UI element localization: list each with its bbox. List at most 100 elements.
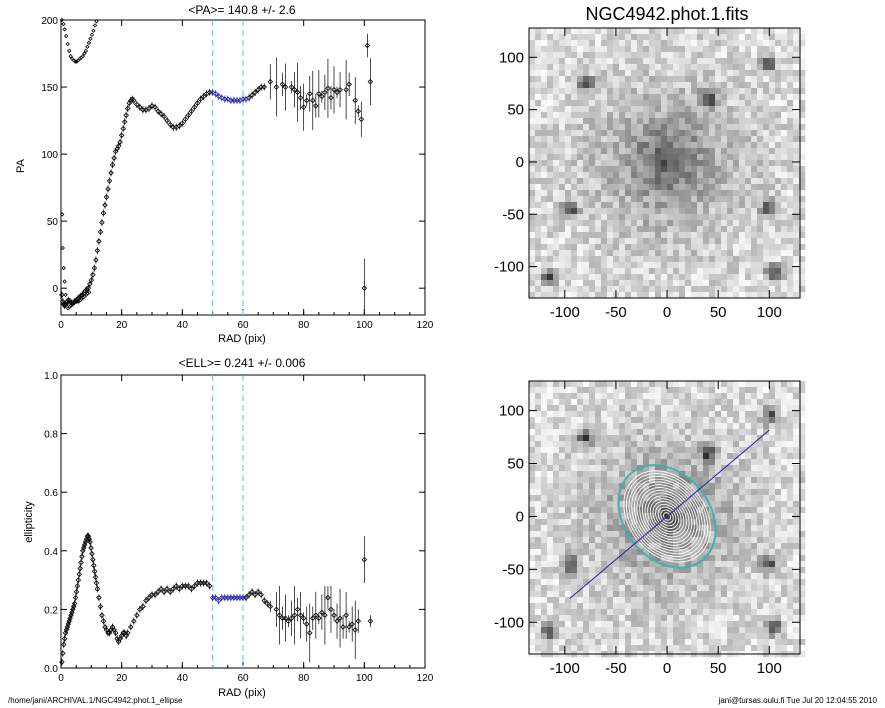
img2-pixel	[751, 597, 758, 604]
img1-pixel	[625, 184, 632, 191]
img2-pixel	[739, 387, 746, 394]
img2-pixel	[709, 633, 716, 640]
img2-pixel	[793, 633, 800, 640]
img1-pixel	[667, 136, 674, 143]
img2-pixel	[589, 603, 596, 610]
img1-pixel	[559, 244, 566, 251]
img2-pixel	[715, 585, 722, 592]
img2-pixel	[655, 411, 662, 418]
img2-pixel	[781, 573, 788, 580]
img1-pixel	[763, 214, 770, 221]
img2-pixel	[697, 417, 704, 424]
img1-pixel	[679, 100, 686, 107]
pa-point	[62, 27, 67, 32]
img1-pixel	[739, 292, 746, 299]
pa-point	[100, 210, 107, 216]
img1-pixel	[685, 154, 692, 161]
img2-pixel	[559, 489, 566, 496]
img1-pixel	[775, 76, 782, 83]
img1-pixel	[583, 238, 590, 245]
img1-pixel	[721, 226, 728, 233]
img1-pixel	[529, 214, 536, 221]
img1-pixel	[601, 34, 608, 41]
img1-pixel	[781, 40, 788, 47]
img2-pixel	[547, 573, 554, 580]
img2-pixel	[565, 423, 572, 430]
img1-pixel	[565, 214, 572, 221]
pa-point	[219, 95, 225, 101]
img2-pixel	[709, 645, 716, 652]
img2-pixel	[739, 489, 746, 496]
img2-pixel	[547, 513, 554, 520]
img1-pixel	[547, 256, 554, 263]
img1-pixel	[733, 148, 740, 155]
img1-pixel	[691, 58, 698, 65]
img2-pixel	[595, 393, 602, 400]
img2-pixel	[607, 399, 614, 406]
img1-pixel	[637, 76, 644, 83]
img2-pixel	[745, 405, 752, 412]
img1-pixel	[757, 274, 764, 281]
img1-pixel	[577, 262, 584, 269]
ell-point	[191, 583, 198, 589]
img2-pixel	[655, 573, 662, 580]
img2-pixel	[721, 561, 728, 568]
img2-pixel	[763, 549, 770, 556]
img1-pixel	[529, 160, 536, 167]
ell-x-tick-label: 60	[237, 673, 249, 684]
img2-pixel	[595, 543, 602, 550]
img2-pixel	[577, 615, 584, 622]
img2-pixel	[547, 561, 554, 568]
img2-pixel	[775, 417, 782, 424]
img1-pixel	[619, 154, 626, 161]
img1-pixel	[673, 166, 680, 173]
img1-pixel	[577, 268, 584, 275]
img1-pixel	[625, 214, 632, 221]
img2-pixel	[631, 435, 638, 442]
img2-pixel	[529, 537, 536, 544]
img2-pixel	[793, 507, 800, 514]
img2-pixel	[727, 603, 734, 610]
img2-pixel	[745, 495, 752, 502]
img2-pixel	[637, 417, 644, 424]
img1-pixel	[757, 88, 764, 95]
img2-pixel	[667, 447, 674, 454]
img1-pixel	[601, 166, 608, 173]
img1-pixel	[655, 178, 662, 185]
img1-pixel	[757, 202, 764, 209]
img2-pixel	[697, 513, 704, 520]
img2-pixel	[769, 393, 776, 400]
img1-pixel	[685, 58, 692, 65]
img2-pixel	[787, 591, 794, 598]
img1-pixel	[577, 34, 584, 41]
img2-pixel	[643, 417, 650, 424]
img2-pixel	[721, 555, 728, 562]
img1-pixel	[655, 40, 662, 47]
img1-pixel	[793, 292, 800, 299]
img2-pixel	[751, 447, 758, 454]
img2-pixel	[583, 465, 590, 472]
img1-pixel	[559, 34, 566, 41]
ell-point	[131, 618, 137, 624]
img1-pixel	[529, 262, 536, 269]
img1-pixel	[739, 160, 746, 167]
img1-pixel	[781, 160, 788, 167]
img1-pixel	[643, 58, 650, 65]
img1-pixel	[643, 124, 650, 131]
img2-pixel	[685, 423, 692, 430]
img2-pixel	[727, 579, 734, 586]
img1-pixel	[733, 76, 740, 83]
img2-pixel	[619, 621, 626, 628]
img1-pixel	[571, 262, 578, 269]
img1-pixel	[679, 268, 686, 275]
img1-pixel	[793, 208, 800, 215]
img1-pixel	[655, 64, 662, 71]
img2-pixel	[775, 441, 782, 448]
img2-pixel	[697, 525, 704, 532]
img1-pixel	[667, 124, 674, 131]
img1-pixel	[709, 160, 716, 167]
pa-point	[74, 299, 80, 304]
img2-pixel	[715, 609, 722, 616]
img2-pixel	[721, 483, 728, 490]
img1-pixel	[739, 232, 746, 239]
